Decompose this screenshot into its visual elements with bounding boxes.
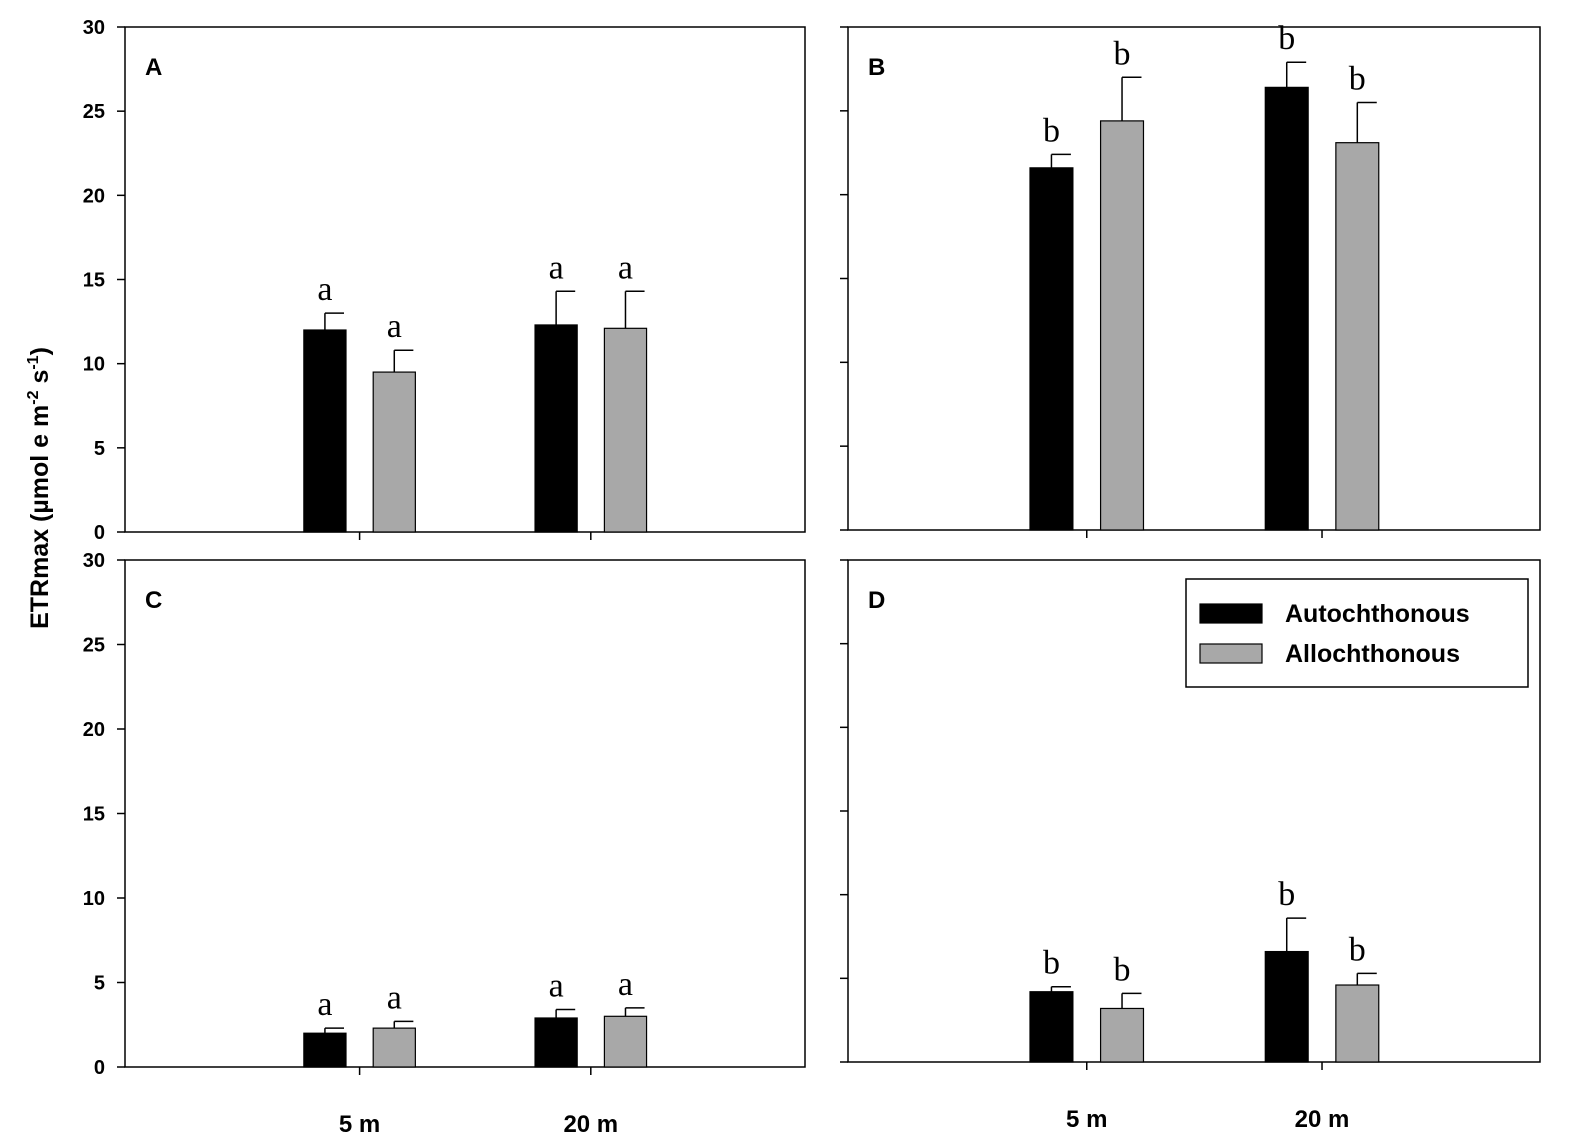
significance-letter: b xyxy=(1278,20,1295,57)
legend-label: Allochthonous xyxy=(1285,640,1460,668)
bar-autochthonous xyxy=(534,1017,578,1068)
significance-letter: a xyxy=(317,271,332,308)
bar-autochthonous xyxy=(1029,991,1074,1063)
bar-allochthonous xyxy=(1335,984,1380,1063)
significance-letter: a xyxy=(387,308,402,345)
y-tick-label: 0 xyxy=(94,1057,105,1079)
panel-b: Bb b b b xyxy=(840,20,1541,538)
y-tick-label: 5 xyxy=(94,438,105,460)
legend-box xyxy=(1185,578,1529,688)
panel-label: A xyxy=(145,54,162,81)
y-tick-label: 10 xyxy=(83,354,105,376)
significance-letter: b xyxy=(1349,60,1366,97)
significance-letter: a xyxy=(317,986,332,1023)
y-tick-label: 10 xyxy=(83,888,105,910)
bar-autochthonous xyxy=(1264,950,1309,1063)
significance-letter: a xyxy=(618,966,633,1003)
y-tick-label: 0 xyxy=(94,522,105,544)
x-category-label: 20 m xyxy=(563,1111,618,1133)
bar-autochthonous xyxy=(1029,167,1074,531)
bar-autochthonous xyxy=(1264,86,1309,531)
significance-letter: b xyxy=(1278,876,1295,913)
y-tick-label: 15 xyxy=(83,270,105,292)
significance-letter: a xyxy=(387,979,402,1016)
y-tick-label: 30 xyxy=(83,17,105,39)
significance-letter: b xyxy=(1349,931,1366,968)
significance-letter: a xyxy=(618,249,633,286)
significance-letter: b xyxy=(1114,951,1131,988)
significance-letter: b xyxy=(1043,945,1060,982)
panel-a: 0 5 10 15 20 25 30 Aa a a a xyxy=(83,17,806,544)
bar-allochthonous xyxy=(1099,120,1145,531)
panel-label: B xyxy=(868,54,885,81)
bar-allochthonous xyxy=(603,1015,648,1068)
panel-d: D 5 m b b 20 m b b xyxy=(840,559,1541,1133)
legend-label: Autochthonous xyxy=(1285,600,1470,628)
bar-allochthonous xyxy=(372,1027,416,1068)
bar-autochthonous xyxy=(303,1032,347,1068)
bar-allochthonous xyxy=(1335,142,1380,531)
bar-autochthonous xyxy=(534,324,578,533)
y-tick-label: 20 xyxy=(83,185,105,207)
legend-swatch xyxy=(1199,643,1263,664)
panel-label: D xyxy=(868,587,885,614)
panel-label: C xyxy=(145,587,162,614)
panel-c: 0 5 10 15 20 25 30 C 5 m a a 20 m a a xyxy=(83,550,806,1133)
y-tick-label: 5 xyxy=(94,973,105,995)
y-tick-label: 25 xyxy=(83,101,105,123)
bar-allochthonous xyxy=(372,371,416,533)
y-tick-label: 15 xyxy=(83,804,105,826)
significance-letter: b xyxy=(1043,112,1060,149)
bar-autochthonous xyxy=(303,329,347,533)
x-category-label: 5 m xyxy=(1066,1106,1107,1133)
legend: Autochthonous Allochthonous xyxy=(1185,578,1529,688)
y-tick-label: 25 xyxy=(83,635,105,657)
y-axis-label: ETRmax (µmol e m-2 s-1) xyxy=(25,347,54,629)
plot-frame xyxy=(124,26,806,533)
y-tick-label: 20 xyxy=(83,719,105,741)
significance-letter: a xyxy=(549,249,564,286)
significance-letter: b xyxy=(1114,35,1131,72)
x-category-label: 5 m xyxy=(339,1111,380,1133)
plot-frame xyxy=(847,26,1541,531)
x-category-label: 20 m xyxy=(1295,1106,1350,1133)
bar-allochthonous xyxy=(603,327,648,533)
significance-letter: a xyxy=(549,968,564,1005)
legend-swatch xyxy=(1199,603,1263,624)
bar-allochthonous xyxy=(1099,1007,1145,1063)
y-tick-label: 30 xyxy=(83,550,105,572)
plot-frame xyxy=(124,559,806,1068)
